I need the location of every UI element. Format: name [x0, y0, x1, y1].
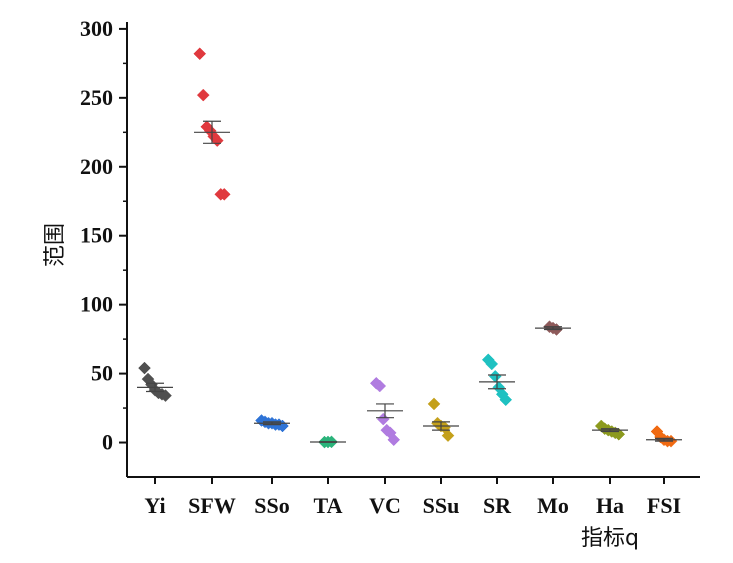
data-point: [217, 187, 231, 201]
data-point: [485, 357, 499, 371]
x-tick-label: VC: [369, 493, 401, 518]
y-axis-title: 范围: [43, 223, 68, 267]
data-point: [387, 433, 401, 447]
data-point: [159, 389, 172, 403]
x-tick-label: SR: [483, 493, 512, 518]
x-tick-label: FSI: [647, 493, 681, 518]
y-tick-label: 100: [80, 292, 113, 317]
x-tick-label: SFW: [188, 493, 236, 518]
data-point: [373, 379, 387, 393]
plot-area: 0 50 100 150 200 250 300 Yi SFW SSo TA VC SSu SR Mo Ha F…: [80, 16, 700, 518]
data-point: [499, 393, 513, 407]
data-point: [196, 88, 210, 102]
data-point: [376, 412, 390, 426]
x-tick-label: Yi: [144, 493, 165, 518]
data-point: [488, 369, 502, 383]
y-tick-label: 200: [80, 154, 113, 179]
data-point: [441, 429, 455, 442]
y-tick-label: 0: [102, 430, 113, 455]
y-tick-label: 250: [80, 85, 113, 110]
y-tick-label: 300: [80, 16, 113, 41]
x-axis-title: 指标q: [581, 526, 639, 551]
x-tick-label: Ha: [596, 493, 624, 518]
y-tick-label: 150: [80, 223, 113, 248]
x-tick-label: SSo: [254, 493, 289, 518]
data-point: [427, 397, 441, 411]
x-tick-label: Mo: [537, 493, 569, 518]
data-point: [193, 47, 207, 61]
y-tick-label: 50: [91, 361, 113, 386]
data-point: [138, 361, 151, 375]
x-tick-label: SSu: [423, 493, 460, 518]
x-tick-label: TA: [314, 493, 343, 518]
